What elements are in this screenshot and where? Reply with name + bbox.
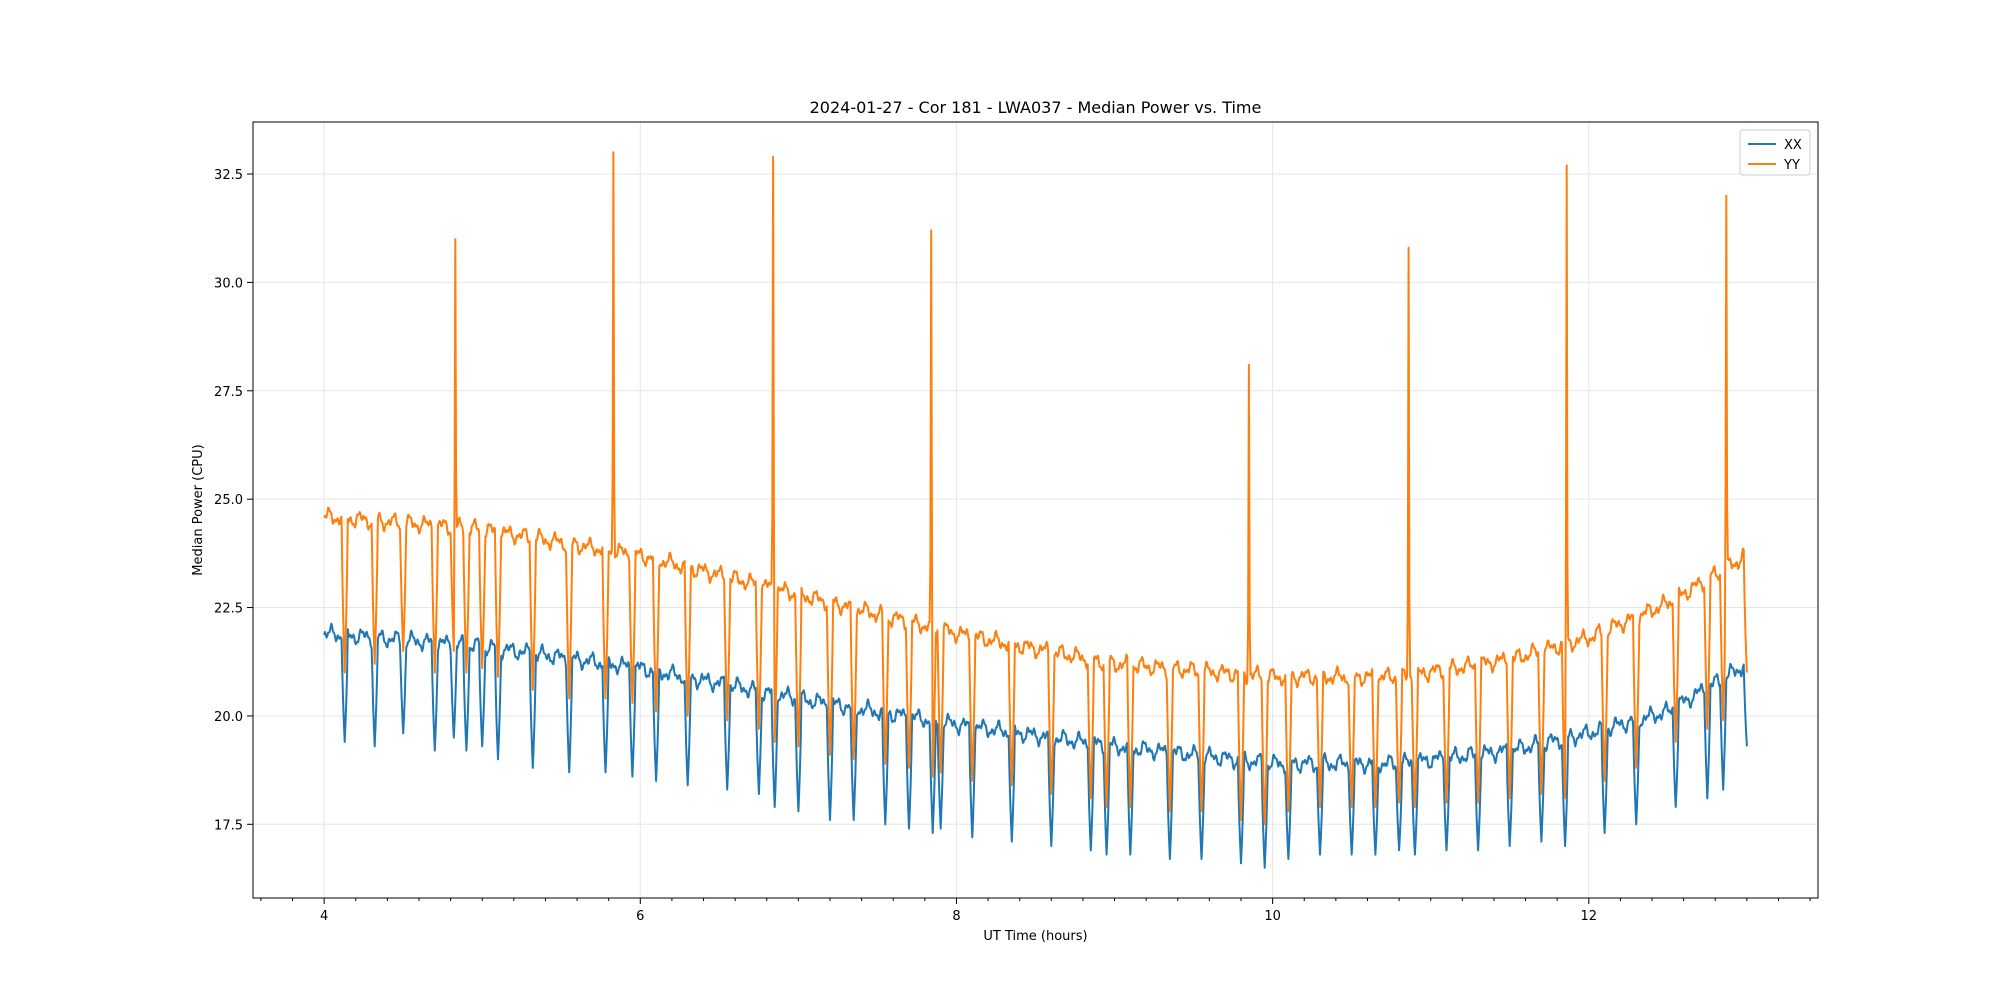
y-tick-label: 22.5	[214, 602, 243, 617]
y-tick-label: 17.5	[214, 818, 243, 833]
series-line-yy	[323, 151, 1748, 826]
plot-frame	[252, 121, 1819, 899]
x-tick-label: 12	[1581, 909, 1598, 924]
y-tick-label: 30.0	[214, 276, 243, 291]
y-tick-label: 25.0	[214, 493, 243, 508]
y-tick-label: 32.5	[214, 168, 243, 183]
series-line-xx	[323, 622, 1748, 869]
legend: XX YY	[1739, 129, 1811, 176]
y-axis: 17.5 20.0 22.5 25.0 27.5 30.0 32.5	[214, 168, 253, 833]
series-lines	[323, 151, 1748, 869]
x-tick-label: 10	[1264, 909, 1281, 924]
legend-label-yy: YY	[1783, 158, 1800, 173]
y-tick-label: 27.5	[214, 385, 243, 400]
x-tick-label: 4	[320, 909, 328, 924]
x-axis-label: UT Time (hours)	[983, 929, 1087, 944]
y-axis-label: Median Power (CPU)	[191, 444, 206, 575]
legend-label-xx: XX	[1784, 138, 1802, 153]
grid-lines	[253, 122, 1818, 898]
x-axis: 4 6 8 10 12	[260, 898, 1811, 924]
x-tick-label: 6	[636, 909, 644, 924]
chart-title: 2024-01-27 - Cor 181 - LWA037 - Median P…	[810, 98, 1262, 117]
x-tick-label: 8	[952, 909, 960, 924]
y-tick-label: 20.0	[214, 710, 243, 725]
